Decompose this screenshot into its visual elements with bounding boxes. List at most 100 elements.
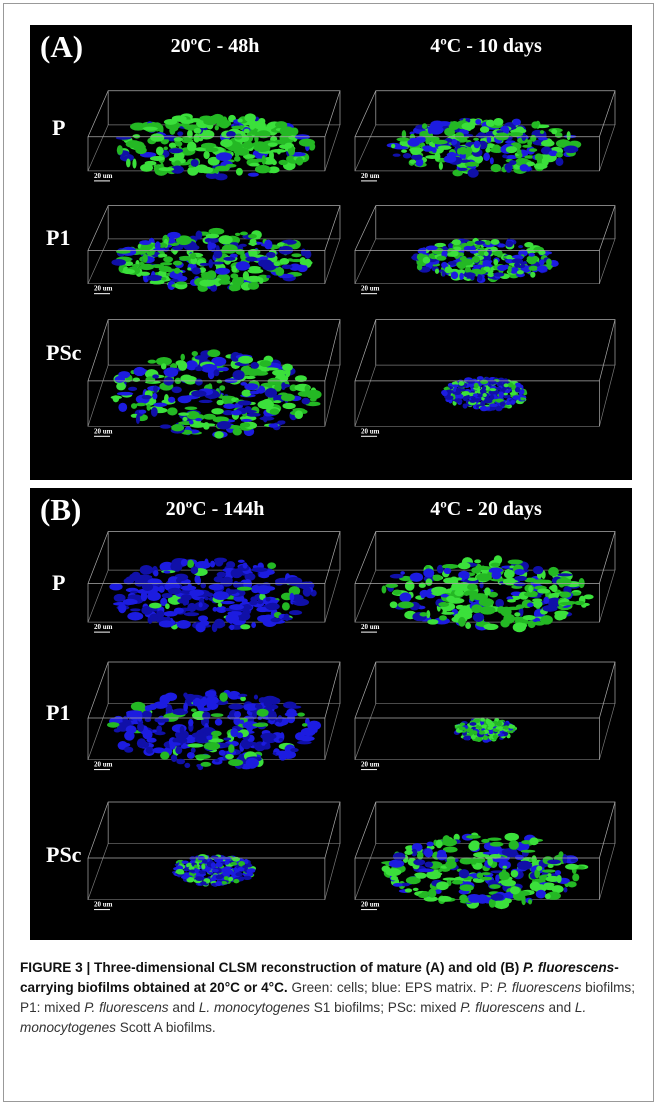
- biofilm-blob: [502, 154, 507, 158]
- biofilm-blob: [426, 842, 433, 847]
- biofilm-blob: [404, 850, 413, 855]
- biofilm-blob: [438, 602, 449, 607]
- biofilm-blob: [479, 730, 485, 734]
- biofilm-blob: [142, 583, 153, 591]
- biofilm-blob: [296, 157, 303, 166]
- biofilm-blob: [117, 392, 133, 396]
- biofilm-blob: [479, 598, 494, 606]
- biofilm-blob: [390, 574, 404, 579]
- biofilm-blob: [246, 413, 260, 417]
- biofilm-blob: [302, 723, 308, 727]
- biofilm-blob: [250, 390, 260, 394]
- row-label: P1: [46, 225, 70, 250]
- biofilm-blob: [565, 864, 579, 870]
- biofilm-blob: [297, 713, 305, 717]
- biofilm-blob: [200, 881, 206, 885]
- biofilm-blob: [211, 855, 219, 859]
- biofilm-blob: [491, 164, 502, 172]
- biofilm-blob: [221, 601, 235, 604]
- biofilm-blob: [467, 169, 478, 178]
- biofilm-blob: [512, 395, 520, 400]
- biofilm-blob: [465, 267, 471, 273]
- biofilm-blob: [217, 421, 232, 429]
- biofilm-blob: [510, 392, 517, 395]
- biofilm-blob: [299, 736, 315, 741]
- biofilm-blob: [487, 272, 494, 277]
- scale-label: 20 um: [361, 427, 380, 435]
- biofilm-blob: [176, 281, 187, 284]
- biofilm-blob: [469, 246, 475, 250]
- biofilm-blob: [418, 893, 428, 898]
- biofilm-blob: [563, 887, 567, 892]
- biofilm-blob: [178, 361, 187, 371]
- biofilm-blob: [444, 155, 456, 163]
- biofilm-blob: [257, 600, 263, 605]
- biofilm-blob: [225, 859, 229, 864]
- biofilm-blob: [230, 273, 238, 278]
- biofilm-blob: [174, 160, 181, 165]
- biofilm-blob: [520, 389, 525, 394]
- biofilm-blob: [195, 418, 202, 421]
- biofilm-blob: [230, 862, 237, 866]
- biofilm-blob: [508, 266, 512, 274]
- biofilm-blob: [211, 869, 218, 872]
- biofilm-blob: [160, 424, 172, 428]
- biofilm-blob: [233, 879, 239, 883]
- biofilm-blob: [204, 596, 208, 600]
- biofilm-blob: [195, 876, 204, 881]
- biofilm-blob: [167, 232, 180, 239]
- biofilm-blob: [153, 403, 167, 407]
- biofilm-blob: [458, 399, 463, 403]
- biofilm-blob: [399, 592, 411, 602]
- biofilm-blob: [545, 893, 551, 899]
- biofilm-blob: [195, 379, 203, 386]
- biofilm-blob: [458, 381, 464, 386]
- biofilm-blob: [143, 127, 158, 131]
- biofilm-blob: [160, 752, 169, 760]
- biofilm-blob: [504, 833, 519, 841]
- biofilm-blob: [210, 561, 215, 568]
- biofilm-blob: [570, 859, 577, 862]
- biofilm-blob: [385, 583, 398, 588]
- biofilm-blob: [520, 397, 524, 400]
- biofilm-blob: [226, 561, 235, 569]
- biofilm-blob: [504, 383, 509, 387]
- biofilm-blob: [225, 869, 233, 874]
- biofilm-blob: [194, 128, 202, 134]
- biofilm-blob: [398, 601, 414, 608]
- biofilm-blob: [238, 356, 253, 364]
- biofilm-blob: [521, 850, 536, 853]
- row-label: P1: [46, 700, 70, 725]
- biofilm-blob: [470, 840, 480, 848]
- biofilm-blob: [458, 388, 466, 391]
- biofilm-blob: [191, 748, 196, 753]
- biofilm-blob: [239, 720, 244, 724]
- biofilm-blob: [483, 624, 498, 630]
- biofilm-blob: [469, 722, 476, 726]
- biofilm-blob: [181, 559, 188, 566]
- biofilm-blob: [145, 161, 157, 166]
- biofilm-blob: [517, 149, 522, 155]
- biofilm-blob: [203, 414, 216, 420]
- biofilm-blob: [242, 741, 251, 749]
- biofilm-blob: [177, 620, 191, 629]
- biofilm-blob: [179, 257, 190, 261]
- biofilm-blob: [301, 248, 306, 256]
- biofilm-blob: [255, 704, 263, 709]
- biofilm-blob: [229, 624, 234, 630]
- biofilm-blob: [459, 273, 464, 280]
- biofilm-blob: [544, 882, 555, 886]
- biofilm-blob: [286, 708, 296, 716]
- biofilm-blob: [534, 163, 548, 169]
- biofilm-blob: [442, 839, 457, 847]
- biofilm-blob: [172, 246, 183, 250]
- biofilm-blob: [268, 711, 277, 721]
- biofilm-blob: [532, 855, 537, 863]
- biofilm-blob: [401, 149, 407, 152]
- biofilm-blob: [289, 610, 302, 615]
- biofilm-blob: [267, 378, 280, 385]
- biofilm-blob: [204, 559, 208, 566]
- row-label: P: [52, 115, 65, 140]
- biofilm-blob: [133, 377, 140, 381]
- biofilm-blob: [528, 253, 535, 257]
